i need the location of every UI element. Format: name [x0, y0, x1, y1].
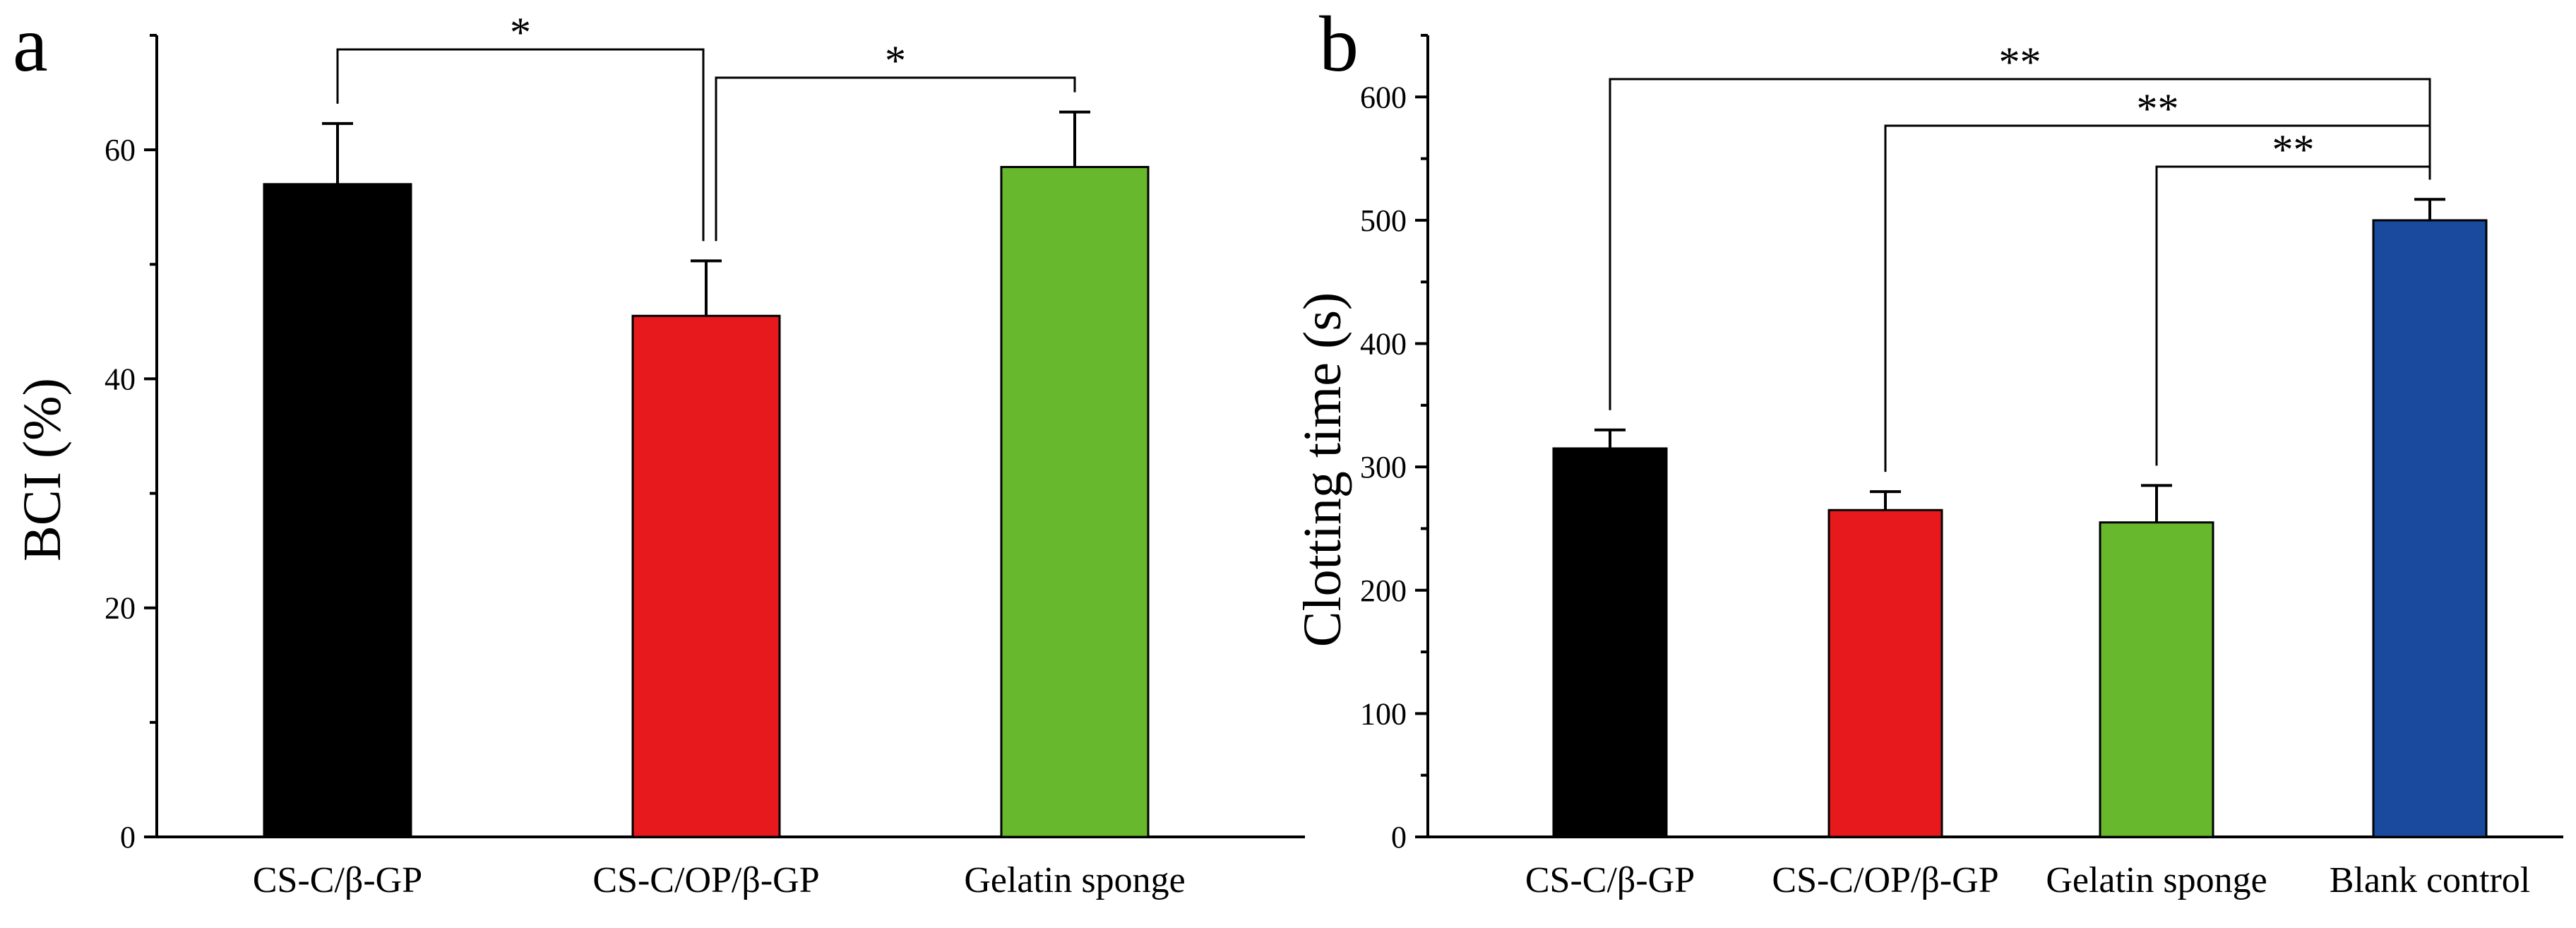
- panel-b-chart: b Clotting time (s) 0 100 200 300 400 500 600 C…: [1293, 1, 2563, 900]
- panel-b-bar: [2099, 521, 2214, 838]
- panel-b-y-tick-label: 500: [1360, 203, 1407, 238]
- panel-b-y-tick-label: 0: [1391, 820, 1407, 855]
- panel-a-y-tick-label: 60: [105, 133, 136, 167]
- panel-b-significance-label: **: [1999, 39, 2041, 85]
- panel-b-significance-bracket: [1884, 124, 2431, 472]
- panel-b-y-tick-label: 400: [1360, 327, 1407, 362]
- panel-b-y-tick-label: 200: [1360, 573, 1407, 608]
- panel-b-ylabel: Clotting time (s): [1293, 292, 1352, 647]
- panel-b-bar: [1827, 508, 1943, 838]
- panel-b-significance-label: **: [2272, 126, 2315, 173]
- panel-b-y-tick-label: 300: [1360, 450, 1407, 484]
- panel-b-y-tick-label: 600: [1360, 80, 1407, 114]
- panel-a-chart: a BCI (%) 0 20 40 60 CS-C/β-GP CS-C/OP/β-GP Ge…: [13, 1, 1305, 900]
- panel-b-significance-bracket: [2155, 165, 2431, 466]
- panel-b-bar: [2372, 219, 2488, 838]
- panel-b-bar: [1552, 447, 1668, 838]
- panel-a-bar: [1000, 165, 1150, 838]
- panel-a-y-tick-label: 0: [120, 820, 136, 855]
- panel-b-significance-label: **: [2137, 85, 2179, 132]
- panel-b-category-label: CS-C/β-GP: [1525, 860, 1695, 900]
- panel-a-category-label: CS-C/β-GP: [253, 860, 422, 900]
- panel-a-category-label: CS-C/OP/β-GP: [592, 860, 819, 900]
- panel-b-letter: b: [1319, 1, 1359, 88]
- panel-b-y-tick-label: 100: [1360, 696, 1407, 731]
- panel-b-category-label: CS-C/OP/β-GP: [1772, 860, 1998, 900]
- panel-b-category-label: Gelatin sponge: [2046, 860, 2267, 900]
- panel-a-y-tick-label: 40: [105, 362, 136, 396]
- panel-a-category-label: Gelatin sponge: [964, 860, 1185, 900]
- panel-a-significance-bracket: [715, 76, 1076, 242]
- panel-a-bar: [263, 183, 412, 838]
- panel-a-significance-label: *: [510, 9, 531, 56]
- panel-a-y-tick-label: 20: [105, 591, 136, 626]
- panel-a-letter: a: [13, 1, 48, 88]
- panel-a-significance-label: *: [885, 37, 906, 84]
- panel-a-significance-bracket: [336, 48, 705, 242]
- panel-a-bar: [631, 314, 781, 838]
- panel-b-category-label: Blank control: [2330, 860, 2531, 900]
- panel-a-ylabel: BCI (%): [13, 378, 72, 561]
